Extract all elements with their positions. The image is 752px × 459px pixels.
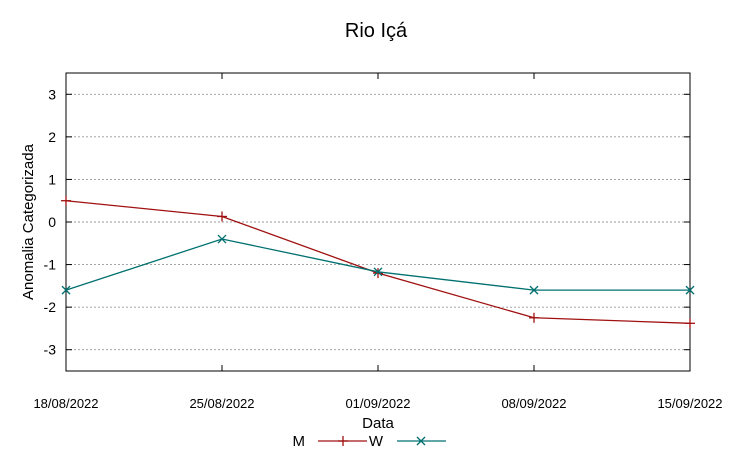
data-point-m — [217, 211, 227, 222]
data-point-w — [529, 285, 539, 295]
y-axis-ticks: 3 2 1 0 -1 -2 -3 — [44, 86, 690, 358]
marker-stroke — [373, 267, 383, 277]
data-point-m — [529, 312, 539, 323]
y-tick-label: 0 — [48, 214, 56, 230]
x-tick-label: 08/09/2022 — [501, 396, 566, 411]
x-tick-label: 15/09/2022 — [657, 396, 722, 411]
legend-symbol-m — [338, 436, 348, 446]
legend-marker-m — [338, 436, 348, 446]
legend-label-w: W — [369, 433, 384, 450]
marker-stroke — [416, 436, 426, 446]
x-axis-label: Data — [362, 415, 394, 432]
y-tick-label: -2 — [44, 299, 57, 315]
marker-stroke — [529, 285, 539, 295]
chart-title: Rio Içá — [345, 20, 408, 42]
legend: M W — [293, 433, 446, 450]
x-tick-label: 18/08/2022 — [33, 396, 98, 411]
y-tick-label: 2 — [48, 129, 56, 145]
grid-lines — [66, 93, 690, 351]
data-point-w — [373, 267, 383, 277]
y-axis-label: Anomalia Categorizada — [20, 143, 37, 300]
x-tick-label: 01/09/2022 — [345, 396, 410, 411]
legend-marker-w — [416, 436, 426, 446]
y-tick-label: 3 — [48, 86, 56, 102]
marker-stroke — [217, 234, 227, 244]
x-axis-ticks: 18/08/2022 25/08/2022 01/09/2022 08/09/2022… — [33, 73, 723, 411]
data-point-m — [685, 318, 695, 329]
data-point-m — [373, 268, 383, 279]
data-point-w — [61, 285, 71, 295]
y-tick-label: -3 — [44, 342, 57, 358]
y-tick-label: 1 — [48, 171, 56, 187]
y-tick-label: -1 — [44, 257, 57, 273]
x-tick-label: 25/08/2022 — [189, 396, 254, 411]
marker-stroke — [685, 285, 695, 295]
series-lines — [61, 195, 695, 329]
data-point-w — [685, 285, 695, 295]
legend-symbol-w — [416, 436, 426, 446]
legend-label-m: M — [293, 433, 306, 450]
marker-stroke — [61, 285, 71, 295]
data-point-w — [217, 234, 227, 244]
series-line-m — [65, 200, 691, 324]
data-point-m — [61, 195, 71, 206]
